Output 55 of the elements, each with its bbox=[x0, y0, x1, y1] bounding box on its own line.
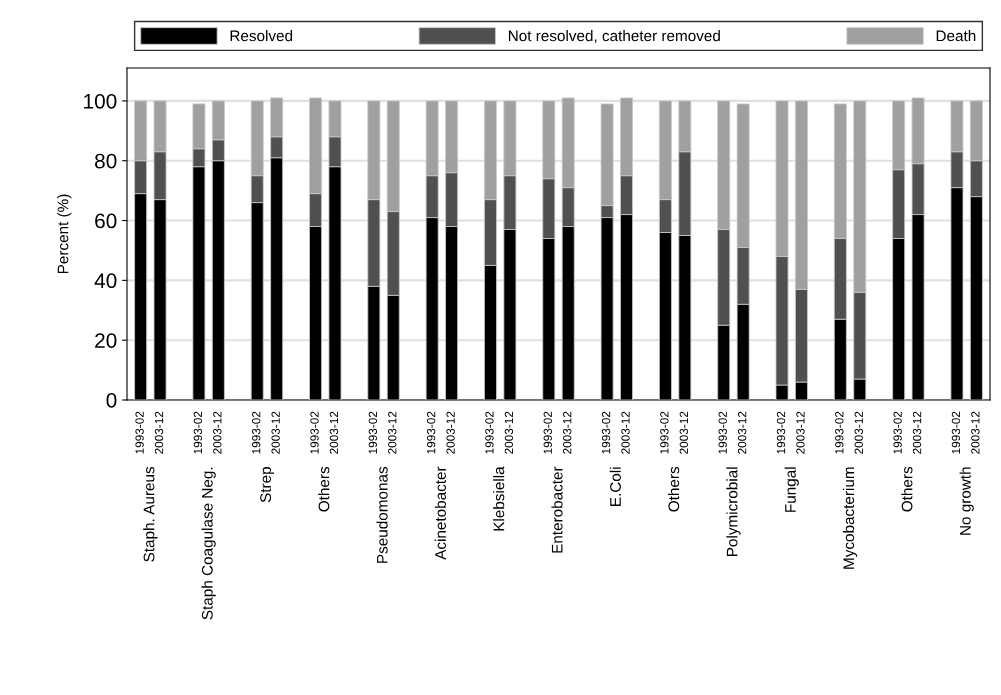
y-tick-label: 80 bbox=[95, 153, 117, 169]
x-tick-label: 2003-12 bbox=[504, 411, 514, 454]
y-tick-label: 0 bbox=[106, 393, 117, 408]
x-tick-label: 1993-02 bbox=[135, 411, 144, 454]
text: Staph Coagulase Neg. bbox=[201, 467, 216, 620]
x-tick-label: 2003-12 bbox=[271, 411, 280, 454]
text: Others bbox=[668, 466, 680, 512]
text: Klebsiella bbox=[493, 466, 505, 531]
x-tick-label: 1993-02 bbox=[835, 411, 844, 454]
x-tick-label: 2003-12 bbox=[154, 411, 164, 454]
x-tick-label: 1993-02 bbox=[601, 411, 611, 454]
x-tick-label: 1993-02 bbox=[368, 411, 378, 454]
text: Acinetobacter bbox=[434, 466, 446, 560]
x-tick-label: 2003-12 bbox=[446, 411, 455, 454]
x-tick-label: 1993-02 bbox=[193, 411, 203, 454]
y-tick-label: 100 bbox=[84, 93, 117, 109]
x-tick-label: 1993-02 bbox=[893, 411, 902, 454]
y-tick-label: 20 bbox=[95, 333, 117, 348]
x-tick-label: 1993-02 bbox=[718, 411, 727, 454]
x-tick-label: 1993-02 bbox=[776, 411, 786, 454]
legend-label: Not resolved, catheter removed bbox=[508, 30, 720, 44]
x-tick-label: 1993-02 bbox=[951, 411, 961, 454]
x-tick-label: 2003-12 bbox=[563, 411, 572, 454]
y-tick-label: 40 bbox=[94, 273, 117, 289]
text: No growth bbox=[959, 467, 974, 535]
text: E.Coli bbox=[609, 467, 621, 506]
x-tick-label: 2003-12 bbox=[912, 411, 922, 454]
x-tick-label: 2003-12 bbox=[796, 411, 805, 454]
x-tick-label: 2003-12 bbox=[329, 411, 339, 454]
x-tick-label: 1993-02 bbox=[543, 411, 552, 454]
x-tick-label: 2003-12 bbox=[621, 411, 630, 454]
x-tick-label: 1993-02 bbox=[252, 411, 261, 454]
x-tick-label: 2003-12 bbox=[971, 411, 980, 454]
text: Pseudomonas bbox=[376, 466, 388, 563]
text: Others bbox=[901, 466, 913, 512]
text: Enterobacter bbox=[551, 466, 563, 553]
x-tick-label: 1993-02 bbox=[660, 411, 669, 454]
text: Staph. Aureus bbox=[143, 466, 158, 562]
text: Mycobacterium bbox=[842, 467, 858, 569]
y-tick-label: 60 bbox=[95, 213, 117, 229]
x-tick-label: 2003-12 bbox=[737, 411, 747, 454]
x-tick-label: 2003-12 bbox=[854, 411, 863, 454]
text: Fungal bbox=[784, 467, 799, 512]
x-tick-label: 1993-02 bbox=[310, 411, 319, 454]
legend-label: Death bbox=[936, 30, 976, 42]
text: Strep bbox=[260, 467, 275, 503]
legend-label: Resolved bbox=[230, 30, 293, 42]
x-tick-label: 1993-02 bbox=[485, 411, 494, 454]
text: Polymicrobial bbox=[726, 467, 741, 556]
text: Others bbox=[318, 466, 330, 512]
x-tick-label: 1993-02 bbox=[426, 411, 436, 454]
x-tick-label: 2003-12 bbox=[679, 411, 689, 454]
x-tick-label: 2003-12 bbox=[388, 411, 397, 454]
y-axis-title: Percent (%) bbox=[57, 194, 72, 274]
x-tick-label: 2003-12 bbox=[213, 411, 222, 454]
